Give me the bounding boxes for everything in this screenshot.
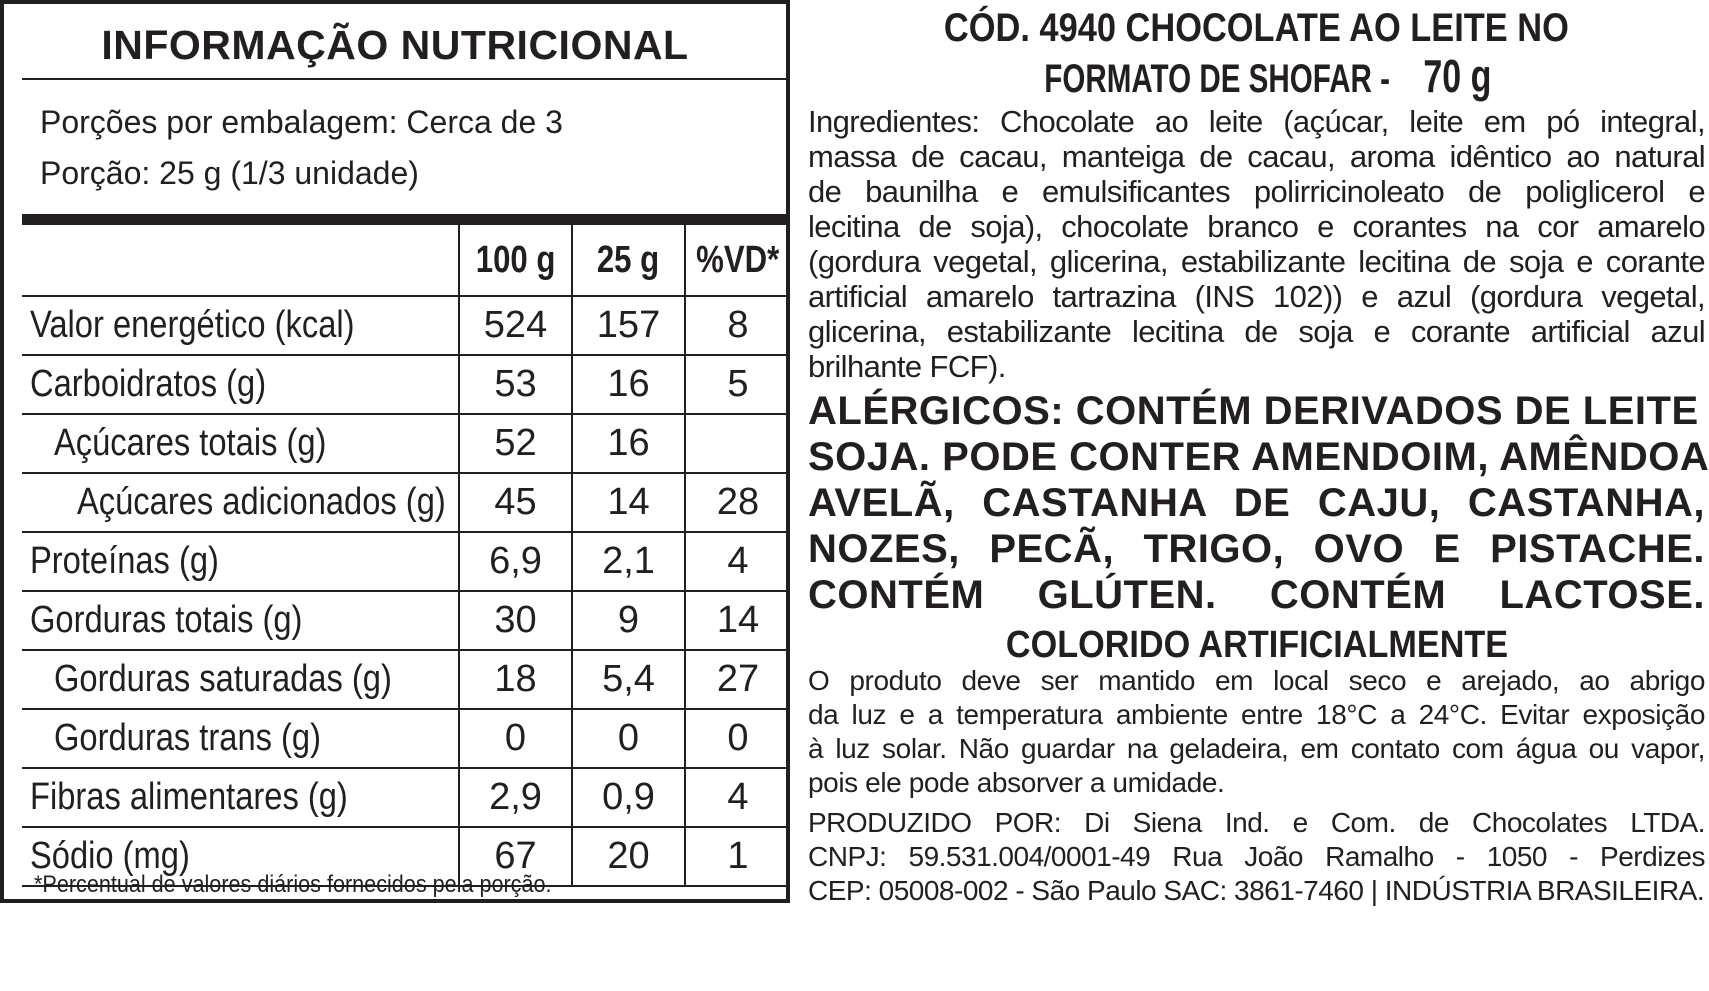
footnote: *Percentual de valores diários fornecido… [34, 871, 552, 898]
value-100g: 6,9 [458, 531, 573, 592]
allergens-line: CONTÉM GLÚTEN. CONTÉM LACTOSE. [808, 573, 1705, 617]
storage-line: pois ele pode absorver a umidade. [808, 767, 1225, 798]
header-25g: 25 g [571, 225, 686, 297]
storage-line: da luz e a temperatura ambiente entre 18… [808, 699, 1705, 730]
nutrient-label: Açúcares adicionados (g) [22, 472, 460, 533]
value-vd: 28 [684, 472, 790, 533]
title-divider [22, 78, 786, 80]
ingredients-line: de baunilha e emulsificantes polirricino… [808, 174, 1706, 209]
value-25g: 9 [571, 590, 686, 651]
value-100g: 18 [458, 649, 573, 710]
nutrient-label: Fibras alimentares (g) [22, 767, 460, 828]
servings-per-package: Porções por embalagem: Cerca de 3 [40, 104, 563, 140]
nutrient-label: Gorduras trans (g) [22, 708, 460, 769]
nutrient-label: Gorduras totais (g) [22, 590, 460, 651]
header-blank [22, 225, 460, 297]
value-vd: 0 [684, 708, 790, 769]
serving-size: Porção: 25 g (1/3 unidade) [40, 155, 419, 191]
ingredients-line: (gordura vegetal, glicerina, estabilizan… [808, 244, 1706, 279]
nutrient-label: Proteínas (g) [22, 531, 460, 592]
nutrition-title: INFORMAÇÃO NUTRICIONAL [101, 22, 689, 68]
value-25g: 20 [571, 826, 686, 887]
storage-line: à luz solar. Não guardar na geladeira, e… [808, 733, 1705, 764]
value-100g: 53 [458, 354, 573, 415]
allergens-line: SOJA. PODE CONTER AMENDOIM, AMÊNDOA, [808, 435, 1709, 479]
nutrient-label: Gorduras saturadas (g) [22, 649, 460, 710]
product-title-line-2: FORMATO DE SHOFAR - 70 g [1044, 50, 1492, 102]
thick-divider [22, 214, 786, 225]
table-row: Gorduras trans (g) 0 0 0 [22, 708, 790, 769]
table-row: Açúcares adicionados (g) 45 14 28 [22, 472, 790, 533]
table-row: Fibras alimentares (g) 2,9 0,9 4 [22, 767, 790, 828]
table-row: Carboidratos (g) 53 16 5 [22, 354, 790, 415]
value-100g: 30 [458, 590, 573, 651]
value-vd: 8 [684, 295, 790, 356]
producer-line: CEP: 05008-002 - São Paulo SAC: 3861-746… [808, 875, 1705, 906]
producer-line: PRODUZIDO POR: Di Siena Ind. e Com. de C… [808, 807, 1706, 838]
colored-notice: COLORIDO ARTIFICIALMENTE [1005, 624, 1508, 666]
storage-instructions: O produto deve ser mantido em local seco… [808, 664, 1705, 800]
value-25g: 16 [571, 413, 686, 474]
table-row: Valor energético (kcal) 524 157 8 [22, 295, 790, 356]
nutrient-label: Açúcares totais (g) [22, 413, 460, 474]
table-row: Açúcares totais (g) 52 16 [22, 413, 790, 474]
product-weight: 70 g [1423, 50, 1492, 102]
table-row: Sódio (mg) 67 20 1 [22, 826, 790, 887]
ingredients-line: brilhante FCF). [808, 349, 1006, 384]
value-vd: 5 [684, 354, 790, 415]
table-header-row: 100 g 25 g %VD* [22, 225, 790, 297]
producer-line: CNPJ: 59.531.004/0001-49 Rua João Ramalh… [808, 841, 1706, 872]
value-100g: 45 [458, 472, 573, 533]
ingredients-line: Ingredientes: Chocolate ao leite (açúcar… [808, 104, 1706, 139]
allergens-warning: ALÉRGICOS: CONTÉM DERIVADOS DE LEITE E SO… [808, 388, 1709, 618]
value-vd: 14 [684, 590, 790, 651]
product-title-line-1: CÓD. 4940 CHOCOLATE AO LEITE NO [943, 6, 1570, 50]
allergens-line: NOZES, PECÃ, TRIGO, OVO E PISTACHE. [808, 527, 1705, 571]
nutrition-table: 100 g 25 g %VD* Valor energético (kcal) 5… [22, 225, 790, 887]
nutrition-facts-panel: INFORMAÇÃO NUTRICIONAL Porções por embal… [0, 0, 790, 903]
table-row: Gorduras totais (g) 30 9 14 [22, 590, 790, 651]
table-row: Proteínas (g) 6,9 2,1 4 [22, 531, 790, 592]
value-25g: 16 [571, 354, 686, 415]
value-vd: 1 [684, 826, 790, 887]
value-100g: 524 [458, 295, 573, 356]
nutrient-label: Sódio (mg) [22, 826, 460, 887]
value-25g: 2,1 [571, 531, 686, 592]
value-vd: 27 [684, 649, 790, 710]
nutrient-label: Carboidratos (g) [22, 354, 460, 415]
storage-line: O produto deve ser mantido em local seco… [808, 665, 1705, 696]
ingredients-text: Ingredientes: Chocolate ao leite (açúcar… [808, 104, 1706, 384]
producer-info: PRODUZIDO POR: Di Siena Ind. e Com. de C… [808, 806, 1706, 908]
allergens-line: AVELÃ, CASTANHA DE CAJU, CASTANHA, [808, 481, 1705, 525]
product-title: CÓD. 4940 CHOCOLATE AO LEITE NO FORMATO … [808, 4, 1705, 103]
value-vd: 4 [684, 767, 790, 828]
value-100g: 0 [458, 708, 573, 769]
value-25g: 5,4 [571, 649, 686, 710]
value-25g: 157 [571, 295, 686, 356]
value-vd: 4 [684, 531, 790, 592]
table-row: Gorduras saturadas (g) 18 5,4 27 [22, 649, 790, 710]
ingredients-line: glicerina, estabilizante lecitina de soj… [808, 314, 1706, 349]
ingredients-line: artificial amarelo tartrazina (INS 102))… [808, 279, 1706, 314]
nutrient-label: Valor energético (kcal) [22, 295, 460, 356]
value-25g: 14 [571, 472, 686, 533]
allergens-line: ALÉRGICOS: CONTÉM DERIVADOS DE LEITE E [808, 389, 1709, 433]
value-25g: 0,9 [571, 767, 686, 828]
ingredients-line: massa de cacau, manteiga de cacau, aroma… [808, 139, 1706, 174]
value-vd [684, 413, 790, 474]
header-100g: 100 g [458, 225, 573, 297]
value-25g: 0 [571, 708, 686, 769]
value-100g: 52 [458, 413, 573, 474]
header-vd: %VD* [684, 225, 790, 297]
value-100g: 2,9 [458, 767, 573, 828]
value-100g: 67 [458, 826, 573, 887]
ingredients-line: lecitina de soja), chocolate branco e co… [808, 209, 1706, 244]
